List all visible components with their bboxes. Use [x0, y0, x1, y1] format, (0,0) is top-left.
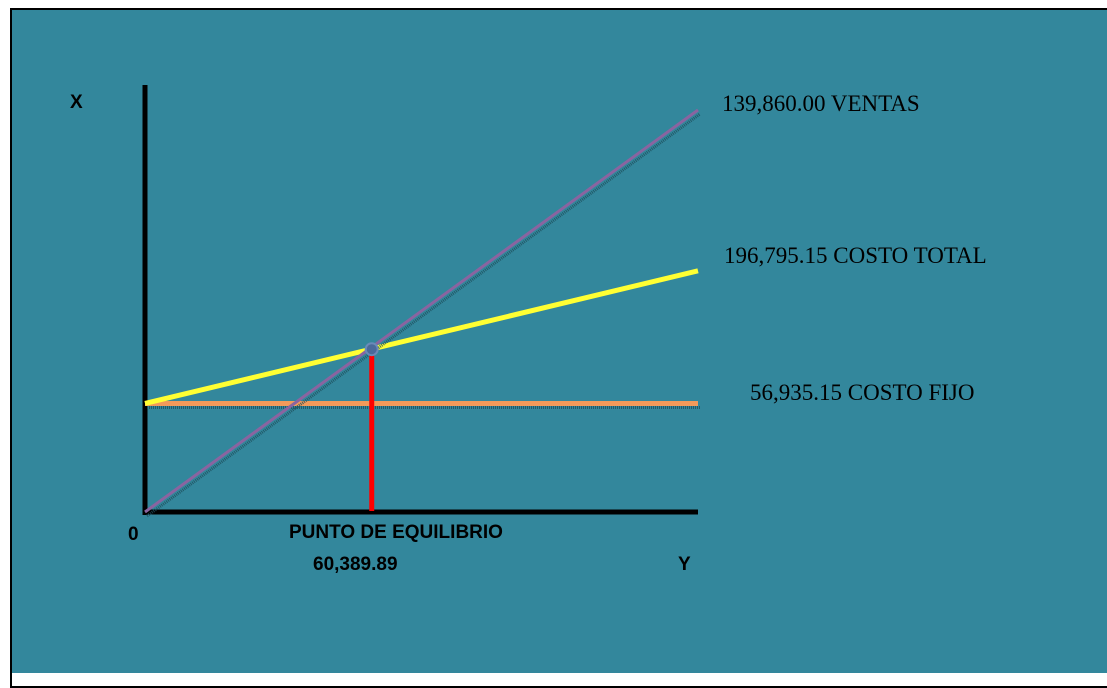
break-even-chart: X 0 Y 139,860.00 VENTAS 196,795.15 COSTO…	[12, 10, 1107, 673]
ventas-label: 139,860.00 VENTAS	[722, 91, 920, 116]
ventas-line	[144, 108, 699, 514]
origin-label: 0	[128, 524, 139, 545]
x-axis-label: Y	[678, 554, 691, 575]
costo-fijo-label: 56,935.15 COSTO FIJO	[750, 380, 975, 405]
costo-total-line	[144, 268, 699, 406]
y-axis-label: X	[70, 92, 83, 113]
break-even-label: PUNTO DE EQUILIBRIO	[289, 522, 503, 543]
costo-total-label: 196,795.15 COSTO TOTAL	[724, 243, 987, 268]
break-even-value-label: 60,389.89	[313, 554, 398, 575]
chart-background	[12, 10, 1107, 673]
break-even-point	[364, 342, 379, 357]
